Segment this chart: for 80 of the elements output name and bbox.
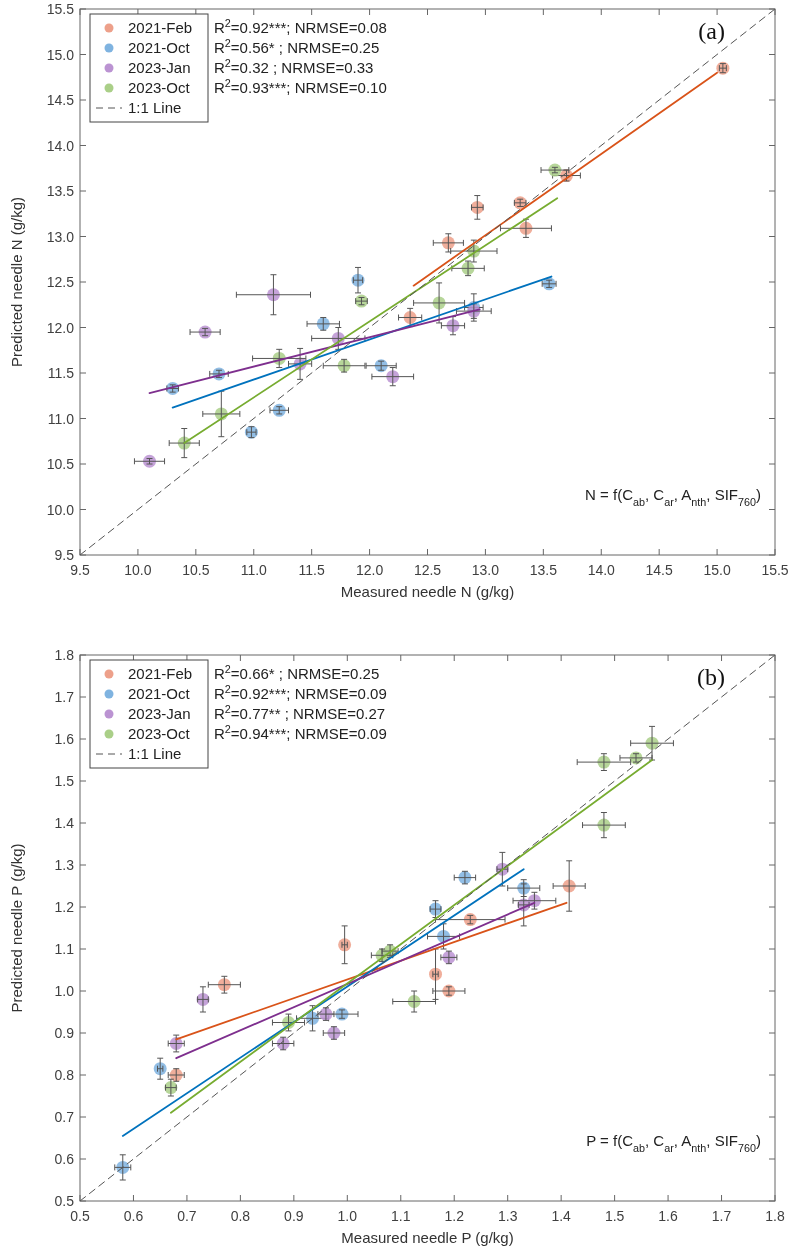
annotation: R$^{2}$=0.94***; NRMSE=0.09	[214, 723, 387, 742]
legend-label: 1:1 Line	[128, 745, 182, 762]
x-tick-label: 15.5	[761, 562, 789, 578]
y-tick-label: 0.9	[54, 1025, 75, 1041]
x-tick-label: 15.0	[703, 562, 731, 578]
x-tick-label: 0.9	[284, 1208, 304, 1224]
y-tick-label: 12.0	[46, 319, 75, 336]
x-tick-label: 1.7	[711, 1208, 732, 1224]
x-tick-label: 1.3	[497, 1208, 518, 1224]
y-tick-label: 1.8	[54, 647, 75, 663]
y-tick-label: 1.1	[54, 941, 75, 957]
y-tick-label: 1.2	[54, 899, 75, 915]
x-tick-label: 0.7	[177, 1208, 197, 1224]
x-tick-label: 12.0	[355, 562, 384, 578]
x-tick-label: 0.8	[230, 1208, 251, 1224]
x-tick-label: 1.1	[391, 1208, 411, 1224]
y-tick-label: 15.5	[46, 1, 75, 17]
y-tick-label: 13.5	[46, 183, 75, 199]
legend-label: 2021-Oct	[128, 39, 191, 56]
x-tick-label: 1.0	[337, 1208, 358, 1224]
legend-label: 2021-Feb	[128, 19, 193, 36]
y-axis-title: Predicted needle N (g/kg)	[8, 196, 25, 368]
annotation: R$^{2}$=0.92***; NRMSE=0.09	[214, 683, 387, 702]
y-tick-label: 0.5	[54, 1193, 75, 1209]
x-tick-label: 10.5	[182, 562, 210, 578]
y-tick-label: 15.0	[46, 46, 75, 63]
legend-label: 2023-Oct	[128, 79, 191, 96]
y-axis-title: Predicted needle P (g/kg)	[8, 843, 25, 1013]
x-axis-title: Measured needle P (g/kg)	[341, 1229, 514, 1246]
annotation: R$^{2}$=0.93***; NRMSE=0.10	[214, 77, 387, 96]
y-tick-label: 1.0	[54, 983, 75, 999]
x-tick-label: 13.0	[471, 562, 500, 578]
legend-label: 1:1 Line	[128, 99, 182, 116]
y-tick-label: 12.5	[46, 274, 75, 290]
x-tick-label: 10.0	[124, 562, 152, 578]
annotation: R$^{2}$=0.77** ; NRMSE=0.27	[214, 703, 386, 722]
y-tick-label: 10.5	[46, 456, 75, 472]
x-tick-label: 1.4	[551, 1208, 572, 1224]
y-tick-label: 1.3	[54, 857, 75, 873]
x-tick-label: 1.6	[658, 1208, 679, 1224]
annotation: (b)	[697, 664, 725, 690]
y-tick-label: 1.6	[54, 731, 75, 747]
y-tick-label: 0.7	[54, 1109, 75, 1125]
annotation: R$^{2}$=0.92***; NRMSE=0.08	[214, 17, 387, 36]
x-tick-label: 9.5	[70, 562, 90, 578]
y-tick-label: 0.8	[54, 1067, 75, 1083]
y-tick-label: 0.6	[54, 1151, 75, 1167]
x-tick-label: 13.5	[529, 562, 558, 578]
x-tick-label: 14.0	[587, 562, 616, 578]
y-tick-label: 14.0	[46, 137, 75, 154]
text: N = f(C$_{ab}$, C$_{ar}$, A$_{nth}$, SIF$_{760}$)	[585, 486, 761, 508]
x-tick-label: 1.5	[604, 1208, 625, 1224]
x-tick-label: 11.5	[298, 562, 325, 578]
x-tick-label: 0.6	[123, 1208, 144, 1224]
text: P = f(C$_{ab}$, C$_{ar}$, A$_{nth}$, SIF$_{760}$)	[586, 1132, 761, 1154]
y-tick-label: 14.5	[46, 92, 75, 108]
annotation: R$^{2}$=0.56* ; NRMSE=0.25	[214, 37, 380, 56]
legend-label: 2023-Oct	[128, 725, 191, 742]
y-tick-label: 10.0	[46, 501, 75, 518]
y-tick-label: 1.5	[54, 773, 75, 789]
y-tick-label: 11.0	[47, 410, 75, 427]
x-tick-label: 11.0	[240, 562, 268, 578]
y-tick-label: 1.7	[54, 689, 75, 705]
legend-label: 2021-Oct	[128, 685, 191, 702]
y-tick-label: 9.5	[54, 547, 75, 563]
legend-label: 2021-Feb	[128, 665, 193, 682]
x-tick-label: 14.5	[645, 562, 673, 578]
x-tick-label: 1.8	[765, 1208, 785, 1224]
x-tick-label: 12.5	[413, 562, 442, 578]
annotation: (a)	[698, 18, 725, 44]
legend-label: 2023-Jan	[128, 59, 191, 76]
x-tick-label: 1.2	[444, 1208, 465, 1224]
legend-label: 2023-Jan	[128, 705, 191, 722]
x-axis-title: Measured needle N (g/kg)	[340, 583, 515, 600]
annotation: R$^{2}$=0.32 ; NRMSE=0.33	[214, 57, 374, 76]
annotation: R$^{2}$=0.66* ; NRMSE=0.25	[214, 663, 380, 682]
y-tick-label: 11.5	[47, 365, 75, 381]
y-tick-label: 13.0	[46, 228, 75, 245]
y-tick-label: 1.4	[54, 815, 75, 831]
x-tick-label: 0.5	[70, 1208, 90, 1224]
